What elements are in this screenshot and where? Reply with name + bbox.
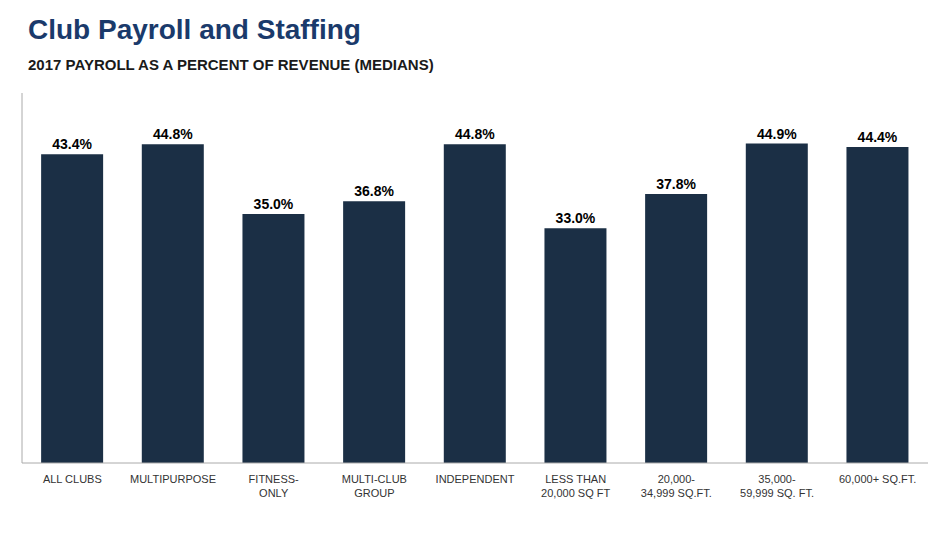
svg-text:33.0%: 33.0% xyxy=(556,210,596,226)
svg-text:MULTI-CLUBGROUP: MULTI-CLUBGROUP xyxy=(342,473,407,499)
svg-text:37.8%: 37.8% xyxy=(656,176,696,192)
svg-text:INDEPENDENT: INDEPENDENT xyxy=(436,473,515,485)
html-text:2017 PAYROLL AS A PERCENT OF R: 2017 PAYROLL AS A PERCENT OF REVENUE (ME… xyxy=(28,56,434,73)
svg-text:44.8%: 44.8% xyxy=(455,126,495,142)
svg-text:35.0%: 35.0% xyxy=(254,196,294,212)
svg-text:20,000-34,999 SQ.FT.: 20,000-34,999 SQ.FT. xyxy=(641,473,712,499)
svg-text:43.4%: 43.4% xyxy=(52,136,92,152)
svg-text:44.8%: 44.8% xyxy=(153,126,193,142)
svg-text:ALL CLUBS: ALL CLUBS xyxy=(43,473,102,485)
svg-text:LESS THAN20,000 SQ FT: LESS THAN20,000 SQ FT xyxy=(541,473,610,499)
svg-text:36.8%: 36.8% xyxy=(354,183,394,199)
svg-text:60,000+ SQ.FT.: 60,000+ SQ.FT. xyxy=(839,473,916,485)
svg-text:35,000-59,999 SQ. FT.: 35,000-59,999 SQ. FT. xyxy=(740,473,814,499)
svg-text:44.4%: 44.4% xyxy=(858,129,898,145)
html-text:Club Payroll and Staffing: Club Payroll and Staffing xyxy=(28,14,361,45)
svg-text:FITNESS-ONLY: FITNESS-ONLY xyxy=(249,473,299,499)
svg-text:MULTIPURPOSE: MULTIPURPOSE xyxy=(130,473,216,485)
svg-text:44.9%: 44.9% xyxy=(757,126,797,142)
